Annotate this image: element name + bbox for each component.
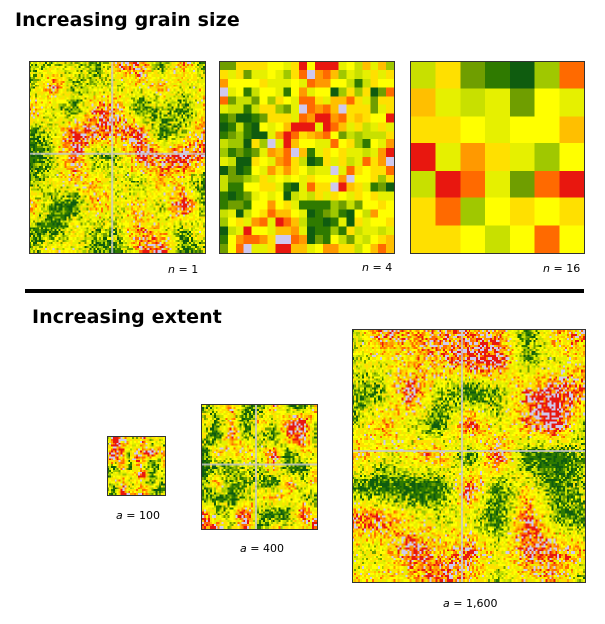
caption-var: n xyxy=(168,263,175,276)
caption-extent-100: a = 100 xyxy=(116,509,160,522)
raster-map xyxy=(202,405,317,529)
raster-map xyxy=(353,330,585,582)
caption-grain-4: n = 4 xyxy=(362,261,393,274)
caption-extent-1600: a = 1,600 xyxy=(443,597,498,610)
map-panel-grain-4 xyxy=(219,61,395,254)
caption-var: a xyxy=(240,542,247,555)
caption-var: n xyxy=(362,261,369,274)
caption-var: n xyxy=(543,262,550,275)
section-title-grain: Increasing grain size xyxy=(15,9,240,31)
raster-map xyxy=(30,62,205,253)
raster-map xyxy=(411,62,584,253)
map-panel-extent-1600 xyxy=(352,329,586,583)
caption-value: 1,600 xyxy=(465,597,498,610)
map-panel-extent-100 xyxy=(107,436,166,496)
caption-extent-400: a = 400 xyxy=(240,542,284,555)
caption-value: 400 xyxy=(262,542,284,555)
caption-grain-1: n = 1 xyxy=(168,263,199,276)
caption-value: 16 xyxy=(566,262,581,275)
map-panel-grain-1 xyxy=(29,61,206,254)
raster-map xyxy=(220,62,394,253)
caption-var: a xyxy=(443,597,450,610)
caption-var: a xyxy=(116,509,123,522)
caption-grain-16: n = 16 xyxy=(543,262,581,275)
caption-value: 100 xyxy=(138,509,160,522)
caption-value: 1 xyxy=(191,263,199,276)
section-divider xyxy=(25,289,584,293)
section-title-extent: Increasing extent xyxy=(32,306,222,328)
map-panel-grain-16 xyxy=(410,61,585,254)
raster-map xyxy=(108,437,165,495)
map-panel-extent-400 xyxy=(201,404,318,530)
caption-value: 4 xyxy=(385,261,393,274)
